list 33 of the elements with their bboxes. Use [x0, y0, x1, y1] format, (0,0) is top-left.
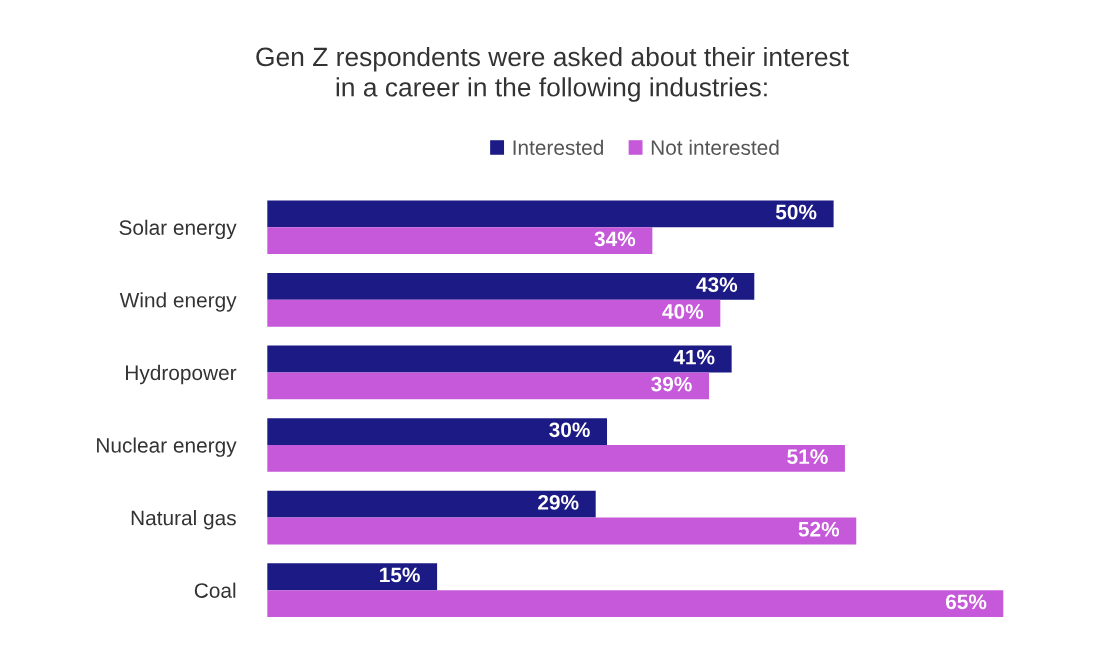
y-tick-label: Solar energy [119, 219, 237, 240]
data-label: 39% [651, 376, 692, 392]
legend-label: Interested [513, 139, 603, 156]
data-label: 34% [594, 231, 636, 247]
data-label: 50% [775, 204, 817, 220]
y-tick-label: Nuclear energy [97, 437, 237, 457]
data-label: 52% [798, 521, 840, 537]
bar [267, 444, 845, 472]
data-label: 51% [787, 449, 828, 465]
data-label: 43% [696, 277, 738, 293]
data-label: 65% [945, 594, 987, 610]
bar [267, 490, 596, 518]
bar [267, 227, 653, 255]
data-label: 41% [673, 349, 715, 365]
bar [267, 200, 834, 228]
bar [267, 372, 709, 400]
bar [267, 345, 732, 373]
data-label: 15% [380, 567, 420, 583]
y-tick-label: Wind energy [119, 292, 237, 312]
legend-label: Not interested [651, 139, 779, 156]
bar [267, 272, 755, 300]
bar [267, 590, 1004, 618]
bar [267, 517, 857, 545]
chart-title: Gen Z respondents were asked about their interest in a career in the following industries: [256, 46, 849, 102]
bar [267, 563, 438, 591]
data-label: 40% [662, 304, 704, 319]
y-tick-label: Natural gas [131, 510, 236, 530]
bar [267, 299, 721, 327]
bar [267, 418, 608, 445]
data-label: 30% [549, 422, 590, 438]
y-tick-label: Coal [194, 582, 236, 598]
y-tick-label: Hydropower [126, 364, 237, 385]
data-label: 29% [538, 494, 579, 510]
